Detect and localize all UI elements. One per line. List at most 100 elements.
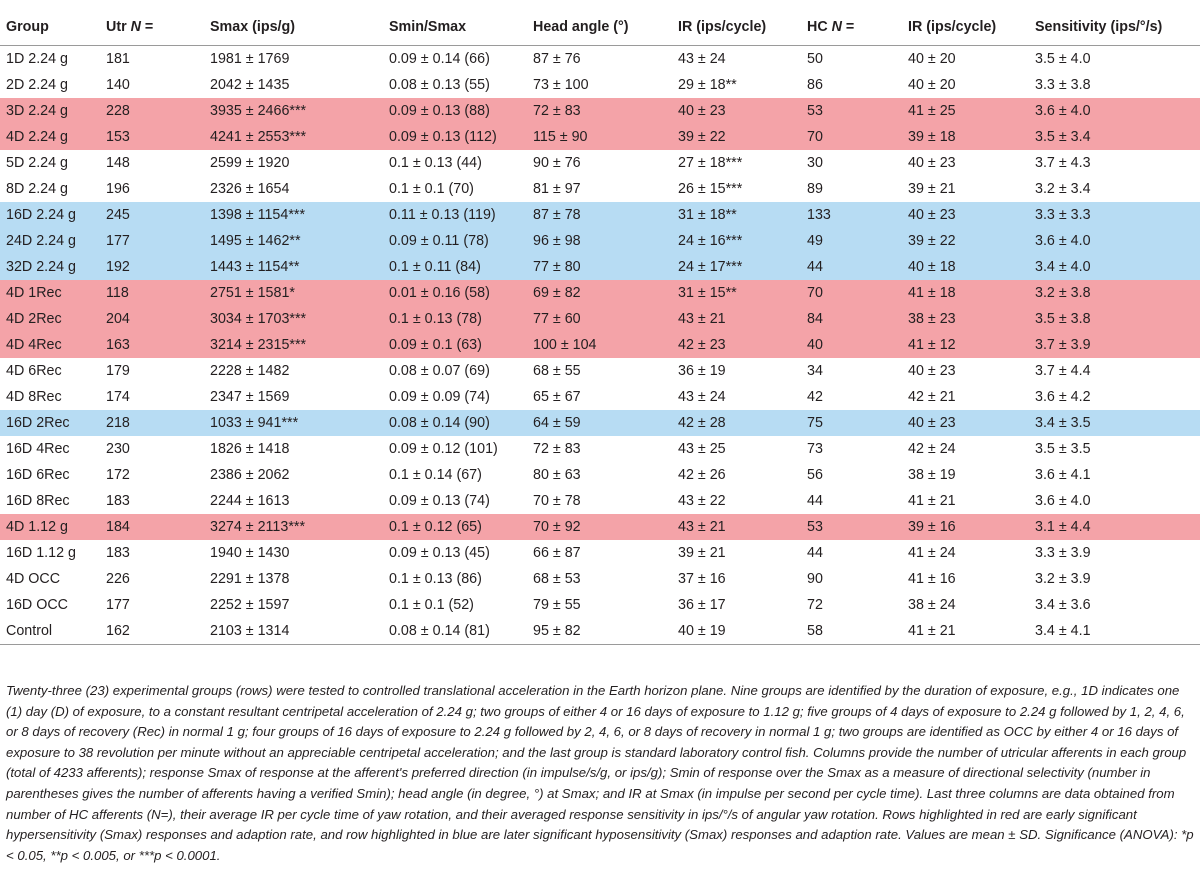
table-cell: 2386 ± 2062 xyxy=(210,467,290,483)
table-cell: 75 xyxy=(801,410,902,436)
table-cell: 0.1 ± 0.13 (44) xyxy=(389,155,482,171)
table-row: 4D 4Rec 163 3214 ± 2315*** 0.09 ± 0.1 (63) 1… xyxy=(0,332,1200,358)
table-cell: 40 ± 23 xyxy=(902,202,1029,228)
table-cell: 44 xyxy=(801,254,902,280)
table-cell: 36 ± 17 xyxy=(678,597,726,613)
table-cell: 0.1 ± 0.13 (86) xyxy=(389,571,482,587)
table-cell: 41 ± 12 xyxy=(902,332,1029,358)
table-cell: 4D OCC xyxy=(6,571,61,587)
table-cell: 3.6 ± 4.0 xyxy=(1035,493,1091,509)
table-cell: 1495 ± 1462** xyxy=(204,228,383,254)
table-row: 16D OCC 177 2252 ± 1597 0.1 ± 0.1 (52) 79 ± … xyxy=(0,592,1200,618)
table-cell: 53 xyxy=(801,514,902,540)
table-row: 24D 2.24 g 177 1495 ± 1462** 0.09 ± 0.11 (7… xyxy=(0,228,1200,254)
table-cell: 226 xyxy=(106,571,130,587)
table-cell: 4D 2Rec xyxy=(0,306,100,332)
table-cell: 4D 1Rec xyxy=(0,280,100,306)
table-cell: 24 ± 16*** xyxy=(672,228,801,254)
table-row: 4D 1Rec 118 2751 ± 1581* 0.01 ± 0.16 (58) 69… xyxy=(0,280,1200,306)
table-cell: 43 ± 22 xyxy=(678,493,726,509)
table-cell: 3274 ± 2113*** xyxy=(204,514,383,540)
table-cell: 42 xyxy=(807,389,823,405)
table-cell: 16D 6Rec xyxy=(6,467,70,483)
table-cell: 2599 ± 1920 xyxy=(210,155,290,171)
table-cell: 2326 ± 1654 xyxy=(210,181,290,197)
table-cell: 2103 ± 1314 xyxy=(204,618,383,645)
table-cell: 87 ± 76 xyxy=(533,51,581,67)
table-cell: 70 xyxy=(801,280,902,306)
column-header: Sensitivity (ips/°/s) xyxy=(1029,8,1200,46)
table-cell: 183 xyxy=(106,493,130,509)
table-cell: 3.4 ± 3.5 xyxy=(1029,410,1200,436)
table-cell: 65 ± 67 xyxy=(533,389,581,405)
table-cell: 0.09 ± 0.13 (112) xyxy=(383,124,527,150)
table-row: 1D 2.24 g 181 1981 ± 1769 0.09 ± 0.14 (66) 8… xyxy=(0,46,1200,73)
column-header: Group xyxy=(0,8,100,46)
table-cell: 95 ± 82 xyxy=(527,618,672,645)
table-cell: 80 ± 63 xyxy=(533,467,581,483)
column-header: Smin/Smax xyxy=(383,8,527,46)
table-cell: 73 xyxy=(807,441,823,457)
table-body: 1D 2.24 g 181 1981 ± 1769 0.09 ± 0.14 (66) 8… xyxy=(0,46,1200,645)
table-cell: 5D 2.24 g xyxy=(6,155,68,171)
table-cell: 1940 ± 1430 xyxy=(210,545,290,561)
table-row: 3D 2.24 g 228 3935 ± 2466*** 0.09 ± 0.13 (8… xyxy=(0,98,1200,124)
table-cell: 3.7 ± 4.4 xyxy=(1035,363,1091,379)
table-cell: 38 ± 23 xyxy=(902,306,1029,332)
table-cell: 0.09 ± 0.09 (74) xyxy=(389,389,490,405)
table-cell: 40 ± 23 xyxy=(902,410,1029,436)
table-cell: 44 xyxy=(807,545,823,561)
table-cell: 3D 2.24 g xyxy=(0,98,100,124)
table-cell: 32D 2.24 g xyxy=(0,254,100,280)
table-cell: 41 ± 24 xyxy=(908,545,956,561)
table-cell: 0.1 ± 0.12 (65) xyxy=(383,514,527,540)
table-cell: 90 ± 76 xyxy=(533,155,581,171)
table-cell: 2244 ± 1613 xyxy=(210,493,290,509)
table-cell: 1033 ± 941*** xyxy=(204,410,383,436)
table-cell: 2D 2.24 g xyxy=(6,77,68,93)
table-cell: 3.2 ± 3.8 xyxy=(1029,280,1200,306)
table-row: 16D 2Rec 218 1033 ± 941*** 0.08 ± 0.14 (90)… xyxy=(0,410,1200,436)
table-cell: 40 ± 18 xyxy=(902,254,1029,280)
table-cell: 41 ± 21 xyxy=(908,493,956,509)
table-cell: 0.01 ± 0.16 (58) xyxy=(383,280,527,306)
table-footnote: Twenty-three (23) experimental groups (r… xyxy=(6,683,1194,863)
table-row: 8D 2.24 g 196 2326 ± 1654 0.1 ± 0.1 (70) 81 … xyxy=(0,176,1200,202)
table-cell: 26 ± 15*** xyxy=(678,181,743,197)
table-cell: 41 ± 21 xyxy=(902,618,1029,645)
table-cell: 77 ± 60 xyxy=(527,306,672,332)
table-row: 4D 2.24 g 153 4241 ± 2553*** 0.09 ± 0.13 (1… xyxy=(0,124,1200,150)
table-cell: 56 xyxy=(807,467,823,483)
table-cell: 0.1 ± 0.1 (70) xyxy=(389,181,474,197)
table-cell: 43 ± 25 xyxy=(678,441,726,457)
table-cell: 4241 ± 2553*** xyxy=(204,124,383,150)
table-cell: 73 ± 100 xyxy=(533,77,589,93)
table-cell: 81 ± 97 xyxy=(533,181,581,197)
table-cell: 41 ± 16 xyxy=(908,571,956,587)
table-cell: 3935 ± 2466*** xyxy=(204,98,383,124)
table-cell: 4D 4Rec xyxy=(0,332,100,358)
table-cell: 40 xyxy=(801,332,902,358)
table-cell: 72 xyxy=(807,597,823,613)
table-cell: 44 xyxy=(807,493,823,509)
table-cell: 0.1 ± 0.11 (84) xyxy=(383,254,527,280)
data-table: Group Utr N = Smax (ips/g) Smin/Smax Head an… xyxy=(0,8,1200,645)
table-row: 4D 8Rec 174 2347 ± 1569 0.09 ± 0.09 (74) 65 … xyxy=(0,384,1200,410)
table-row: 5D 2.24 g 148 2599 ± 1920 0.1 ± 0.13 (44) 90… xyxy=(0,150,1200,176)
table-cell: 31 ± 15** xyxy=(672,280,801,306)
table-cell: 49 xyxy=(801,228,902,254)
table-cell: 140 xyxy=(106,77,130,93)
table-cell: 1398 ± 1154*** xyxy=(204,202,383,228)
table-cell: 0.08 ± 0.07 (69) xyxy=(389,363,490,379)
table-cell: 69 ± 82 xyxy=(527,280,672,306)
table-cell: 79 ± 55 xyxy=(533,597,581,613)
table-cell: 84 xyxy=(801,306,902,332)
table-cell: 230 xyxy=(106,441,130,457)
table-cell: 3034 ± 1703*** xyxy=(204,306,383,332)
table-cell: 115 ± 90 xyxy=(527,124,672,150)
table-cell: 3.6 ± 4.2 xyxy=(1035,389,1091,405)
table-cell: 3.5 ± 3.8 xyxy=(1029,306,1200,332)
table-cell: 39 ± 22 xyxy=(902,228,1029,254)
table-cell: 43 ± 24 xyxy=(678,389,726,405)
